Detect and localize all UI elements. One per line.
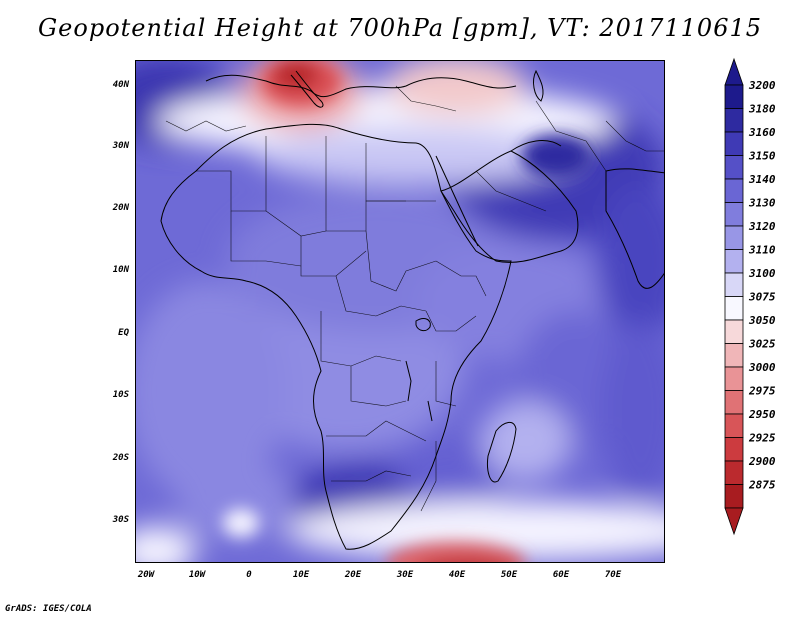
x-tick-60e: 60E	[552, 570, 570, 580]
colorbar-cell	[724, 108, 744, 133]
border-botswana	[331, 470, 412, 482]
madagascar-outline	[487, 422, 517, 483]
border-car	[335, 275, 427, 317]
colorbar-cell	[724, 437, 744, 462]
x-tick-10e: 10E	[292, 570, 310, 580]
colorbar-cell	[724, 225, 744, 250]
x-tick-40e: 40E	[448, 570, 466, 580]
grads-credit: GrADS: IGES/COLA	[5, 604, 92, 614]
border-zambia	[326, 420, 427, 442]
y-tick-10n: 10N	[112, 265, 129, 275]
border-mauritania	[196, 170, 266, 212]
border-saudi	[475, 170, 547, 212]
europe-coast	[205, 74, 517, 98]
colorbar-label: 3150	[748, 150, 776, 163]
border-iberia	[165, 120, 247, 132]
x-tick-10w: 10W	[188, 570, 206, 580]
border-turkey	[395, 85, 457, 112]
colorbar-cell	[724, 484, 744, 509]
border-niger	[300, 236, 367, 277]
lake-victoria	[415, 318, 431, 332]
border-iran	[535, 100, 607, 172]
border-algeria	[265, 136, 327, 237]
colorbar-cell	[724, 178, 744, 203]
colorbar-label: 3075	[748, 291, 776, 304]
colorbar-label: 2950	[748, 408, 776, 421]
colorbar-label: 3100	[748, 267, 776, 280]
colorbar-cell	[724, 249, 744, 274]
arabia-outline	[440, 150, 579, 263]
border-mozambique	[420, 441, 437, 512]
italy-outline	[290, 70, 324, 108]
caspian-outline	[533, 69, 544, 102]
colorbar-label: 2875	[748, 479, 776, 492]
x-tick-70e: 70E	[604, 570, 622, 580]
coastlines	[160, 69, 664, 550]
colorbar-label: 3025	[748, 338, 776, 351]
colorbar: 3200 3180 3160 3150 3140 3130 3120 3110 3100 3075…	[724, 57, 776, 536]
colorbar-cell	[724, 413, 744, 438]
y-tick-20s: 20S	[112, 453, 129, 463]
colorbar-labels: 3200 3180 3160 3150 3140 3130 3120 3110 3100 3075…	[748, 79, 776, 492]
africa-outline	[160, 123, 512, 550]
x-tick-20e: 20E	[344, 570, 362, 580]
y-tick-30n: 30N	[112, 141, 129, 151]
colorbar-bottom-arrow	[724, 507, 744, 536]
colorbar-cell	[724, 366, 744, 391]
red-sea-coast	[435, 155, 479, 247]
colorbar-label: 3160	[748, 126, 776, 139]
colorbar-label: 3000	[748, 361, 776, 374]
colorbar-cell	[724, 131, 744, 156]
colorbar-cell	[724, 155, 744, 180]
colorbar-cell	[724, 296, 744, 321]
colorbar-label: 3120	[748, 220, 776, 233]
colorbar-label: 3110	[748, 244, 776, 257]
colorbar-cell	[724, 202, 744, 227]
chart-title: Geopotential Height at 700hPa [gpm], VT:…	[38, 14, 762, 42]
colorbar-label: 3180	[748, 103, 776, 116]
border-kenya	[425, 310, 477, 332]
colorbar-cell	[724, 84, 744, 109]
field-extremes	[223, 61, 591, 562]
geopotential-field	[136, 61, 664, 562]
border-afghan-pak	[605, 120, 664, 152]
lake-tanganyika	[405, 360, 412, 402]
colorbar-label: 2925	[748, 432, 776, 445]
border-chad-sudan	[365, 230, 437, 292]
colorbar-label: 2975	[748, 385, 776, 398]
x-tick-20w: 20W	[137, 570, 155, 580]
border-egypt	[365, 143, 436, 202]
colorbar-cells	[724, 57, 744, 536]
y-tick-10s: 10S	[112, 390, 129, 400]
border-drc	[350, 366, 407, 407]
country-borders	[165, 85, 664, 512]
colorbar-label: 3200	[748, 79, 776, 92]
field-shading	[136, 61, 664, 562]
colorbar-label: 3140	[748, 173, 776, 186]
x-tick-0: 0	[246, 570, 252, 580]
y-tick-40n: 40N	[112, 80, 129, 90]
colorbar-label: 3050	[748, 314, 776, 327]
colorbar-cell	[724, 343, 744, 368]
colorbar-cell	[724, 460, 744, 485]
y-tick-20n: 20N	[112, 203, 129, 213]
colorbar-label: 2900	[748, 455, 776, 468]
colorbar-cell	[724, 272, 744, 297]
border-ethiopia	[435, 260, 487, 297]
india-outline	[605, 168, 664, 289]
y-tick-eq: EQ	[118, 328, 129, 338]
colorbar-cell	[724, 319, 744, 344]
y-tick-30s: 30S	[112, 515, 129, 525]
gulf-coast	[510, 140, 562, 152]
colorbar-cell	[724, 390, 744, 415]
map-panel	[135, 60, 665, 563]
lake-malawi	[427, 400, 433, 422]
border-tanzania	[435, 361, 457, 407]
border-mali	[230, 211, 302, 267]
x-tick-30e: 30E	[396, 570, 414, 580]
colorbar-top-arrow	[724, 57, 744, 86]
colorbar-label: 3130	[748, 197, 776, 210]
x-tick-50e: 50E	[500, 570, 518, 580]
